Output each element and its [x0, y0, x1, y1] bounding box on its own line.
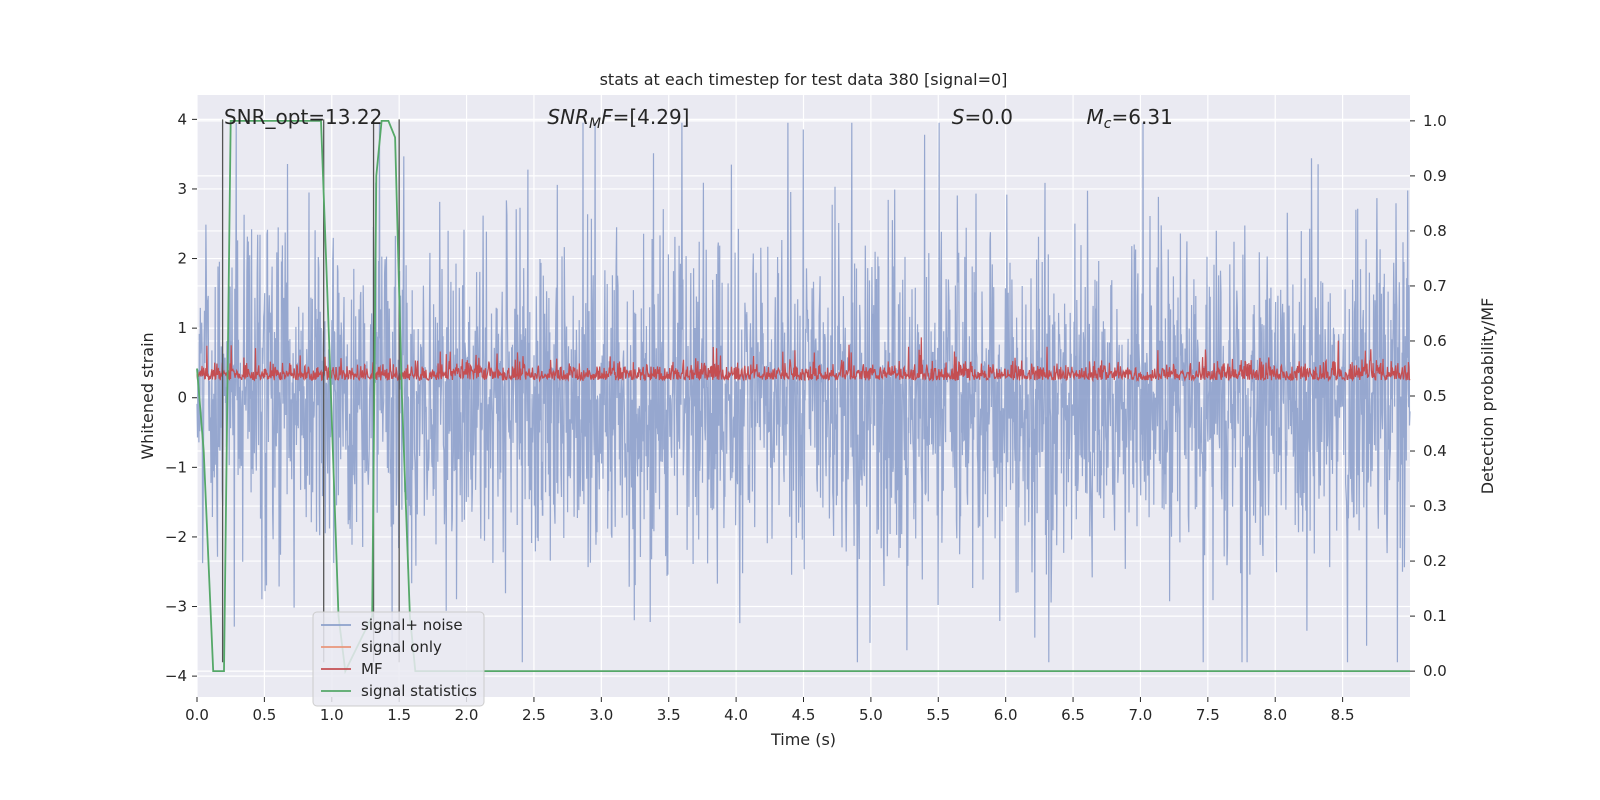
chart-title: stats at each timestep for test data 380…	[600, 70, 1008, 89]
y-tick-label: −3	[165, 598, 187, 616]
x-tick-label: 2.0	[455, 706, 479, 724]
y2-tick-label: 0.2	[1423, 552, 1447, 570]
y2-tick-label: 0.5	[1423, 387, 1447, 405]
x-tick-label: 8.0	[1263, 706, 1287, 724]
y2-tick-label: 1.0	[1423, 112, 1447, 130]
y2-axis-label: Detection probability/MF	[1478, 298, 1497, 495]
y2-tick-label: 0.6	[1423, 332, 1447, 350]
annotation-snr-opt: SNR_opt=13.22	[224, 105, 382, 129]
ticks: 0.0 0.5 1.0 1.5 2.0 2.5 3.0 3.5 4.0 4.5 5.0 5.5 6.0 6…	[165, 110, 1447, 724]
annotation-subscript: c	[1104, 116, 1112, 132]
y2-tick-label: 0.9	[1423, 167, 1447, 185]
y-tick-label: −1	[165, 458, 187, 476]
legend-entry: signal statistics	[321, 682, 477, 700]
x-tick-label: 4.5	[792, 706, 816, 724]
legend-label: MF	[361, 660, 383, 678]
x-tick-label: 4.0	[724, 706, 748, 724]
x-tick-label: 7.0	[1129, 706, 1153, 724]
x-tick-label: 1.5	[387, 706, 411, 724]
y-tick-label: −4	[165, 667, 187, 685]
annotation-mid: F=	[601, 105, 629, 129]
legend-label: signal+ noise	[361, 616, 463, 634]
x-tick-label: 0.0	[185, 706, 209, 724]
x-tick-label: 5.0	[859, 706, 883, 724]
x-tick-label: 3.0	[589, 706, 613, 724]
x-tick-label: 3.5	[657, 706, 681, 724]
y-tick-label: 1	[177, 319, 187, 337]
y2-tick-label: 0.8	[1423, 222, 1447, 240]
x-tick-label: 2.5	[522, 706, 546, 724]
y2-tick-label: 0.0	[1423, 662, 1447, 680]
legend-label: signal only	[361, 638, 442, 656]
legend-entry: signal only	[321, 638, 442, 656]
x-tick-label: 6.0	[994, 706, 1018, 724]
y-tick-label: −2	[165, 528, 187, 546]
annotation-subscript: M	[589, 116, 601, 132]
annotation-snr-mf: SNRMF=[4.29]	[547, 105, 689, 132]
y2-tick-label: 0.4	[1423, 442, 1447, 460]
annotations: SNR_opt=13.22 SNRMF=[4.29] S=0.0 Mc=6.31	[224, 105, 1173, 132]
annotation-mc-val: Mc=6.31	[1087, 105, 1173, 132]
annotation-value: [4.29]	[629, 105, 689, 129]
y-tick-label: 0	[177, 389, 187, 407]
x-tick-label: 8.5	[1331, 706, 1355, 724]
legend-entry: signal+ noise	[321, 616, 463, 634]
legend-label: signal statistics	[361, 682, 477, 700]
y-tick-label: 3	[177, 180, 187, 198]
x-tick-label: 0.5	[252, 706, 276, 724]
legend-entry: MF	[321, 660, 383, 678]
x-axis-label: Time (s)	[770, 730, 836, 749]
y2-tick-label: 0.7	[1423, 277, 1447, 295]
annotation-s-val: S=0.0	[952, 105, 1013, 129]
legend: signal+ noise signal only MF signal statist…	[312, 611, 485, 707]
x-tick-label: 6.5	[1061, 706, 1085, 724]
annotation-symbol: SNR	[547, 105, 589, 129]
y-tick-label: 4	[177, 110, 187, 128]
x-tick-label: 1.0	[320, 706, 344, 724]
x-tick-label: 5.5	[926, 706, 950, 724]
y-tick-label: 2	[177, 250, 187, 268]
annotation-value: =0.0	[964, 105, 1013, 129]
annotation-symbol: M	[1087, 105, 1104, 129]
annotation-value: =6.31	[1112, 105, 1173, 129]
legend-box	[312, 611, 485, 707]
x-tick-label: 7.5	[1196, 706, 1220, 724]
y-axis-label: Whitened strain	[138, 332, 157, 459]
annotation-symbol: S	[952, 105, 965, 129]
y2-tick-label: 0.1	[1423, 607, 1447, 625]
y2-tick-label: 0.3	[1423, 497, 1447, 515]
